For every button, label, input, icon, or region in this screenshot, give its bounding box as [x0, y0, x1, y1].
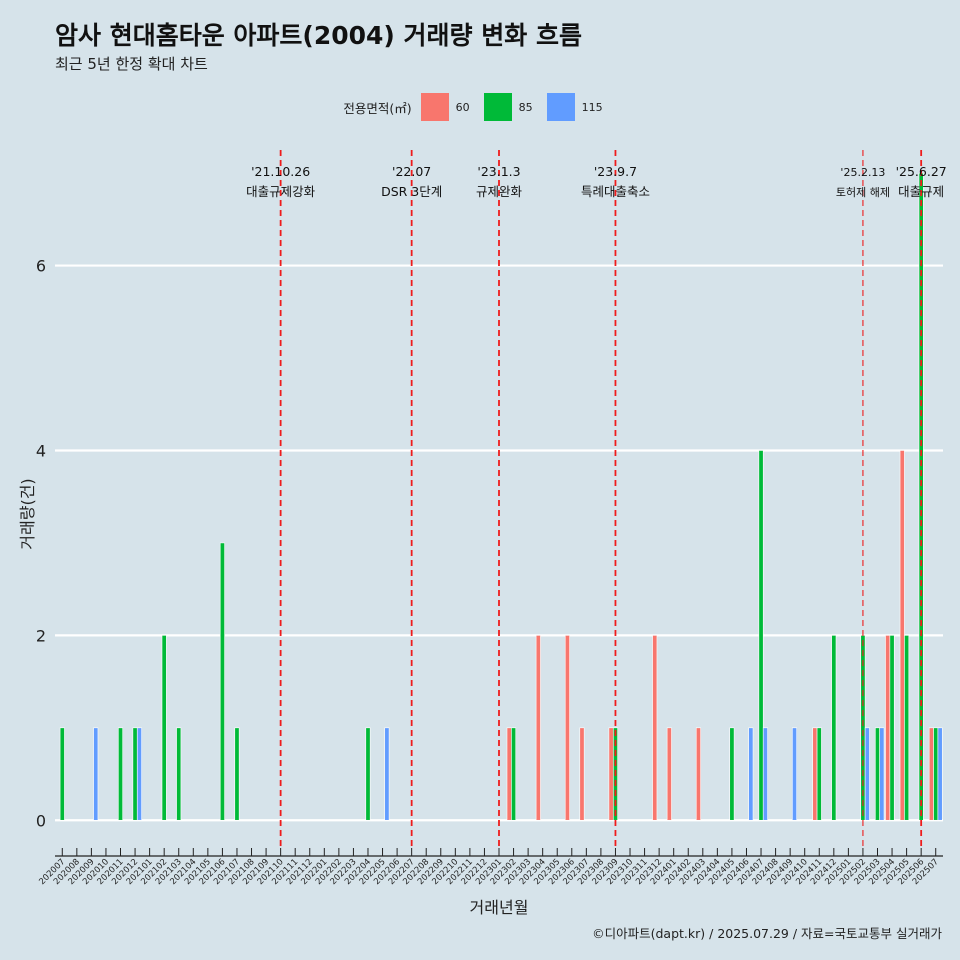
legend-item-115: 115 — [546, 93, 611, 121]
bar-85-202103 — [176, 727, 182, 821]
bar-60-202312 — [652, 635, 658, 821]
bar-85-202507 — [933, 727, 939, 821]
event-label-1: DSR 3단계 — [381, 184, 442, 199]
event-date-3: '23.9.7 — [594, 164, 637, 179]
bar-115-202409 — [792, 727, 797, 821]
bar-60-202401 — [666, 727, 672, 821]
event-label-3: 특례대출축소 — [581, 184, 650, 199]
bar-85-202012 — [132, 727, 138, 821]
bar-85-202411 — [816, 727, 822, 821]
legend-item-60: 60 — [420, 93, 478, 121]
x-axis-label: 거래년월 — [470, 898, 529, 917]
event-label-5: 대출규제 — [898, 184, 944, 199]
legend-key-115 — [546, 93, 575, 121]
bar-60-202403 — [695, 727, 701, 821]
bar-60-202304 — [535, 635, 541, 821]
legend-item-85: 85 — [483, 93, 541, 121]
bar-85-202204 — [365, 727, 371, 821]
legend: 전용면적(㎡) 60 85 115 — [0, 93, 960, 121]
bar-60-202302 — [506, 727, 512, 821]
event-label-2: 규제완화 — [476, 184, 523, 199]
source-caption: ©디아파트(dapt.kr) / 2025.07.29 / 자료=국토교통부 실… — [592, 926, 942, 941]
bar-60-202309 — [608, 727, 614, 821]
bar-85-202505 — [904, 635, 910, 821]
event-date-0: '21.10.26 — [251, 164, 310, 179]
bar-60-202505 — [899, 450, 905, 821]
event-label-4: 토허제 해제 — [836, 185, 890, 199]
bar-115-202503 — [879, 727, 885, 821]
bar-85-202504 — [889, 635, 895, 821]
bar-115-202502 — [864, 727, 870, 821]
bar-85-202011 — [118, 727, 123, 821]
event-label-0: 대출규제강화 — [246, 184, 316, 199]
y-tick-label-0: 0 — [36, 811, 46, 830]
bar-60-202504 — [885, 635, 891, 821]
event-date-4: '25.2.13 — [840, 166, 885, 179]
legend-title: 전용면적(㎡) — [343, 100, 412, 116]
bar-60-202307 — [579, 727, 585, 821]
bar-85-202007 — [59, 727, 65, 821]
bar-85-202412 — [831, 635, 837, 821]
legend-key-60 — [420, 93, 449, 121]
legend-label-85: 85 — [518, 100, 533, 114]
chart-subtitle: 최근 5년 한정 확대 차트 — [55, 55, 208, 73]
legend-label-115: 115 — [581, 100, 603, 114]
legend-label-60: 60 — [455, 100, 470, 114]
bar-85-202106 — [219, 542, 225, 821]
y-tick-label-6: 6 — [36, 257, 46, 276]
bar-115-202507 — [937, 727, 943, 821]
event-date-2: '23.1.3 — [477, 164, 520, 179]
y-tick-label-4: 4 — [36, 441, 46, 460]
bar-115-202012 — [136, 727, 142, 821]
bar-115-202407 — [762, 727, 768, 821]
bar-85-202405 — [729, 727, 735, 821]
bar-85-202503 — [875, 727, 880, 821]
y-axis-label: 거래량(건) — [18, 478, 37, 549]
chart-title: 암사 현대홈타운 아파트(2004) 거래량 변화 흐름 — [55, 21, 582, 50]
bar-85-202107 — [234, 727, 240, 821]
bar-115-202406 — [748, 727, 754, 821]
bar-60-202507 — [928, 727, 934, 821]
event-date-1: '22.07 — [392, 164, 431, 179]
bar-60-202306 — [564, 635, 570, 821]
event-date-5: '25.6.27 — [896, 164, 947, 179]
legend-key-85 — [483, 93, 512, 121]
bar-85-202302 — [511, 727, 517, 821]
bar-85-202407 — [758, 450, 764, 821]
y-tick-label-2: 2 — [36, 626, 46, 645]
bar-60-202411 — [812, 727, 818, 821]
bar-115-202009 — [93, 727, 99, 821]
bar-115-202205 — [384, 727, 390, 821]
bar-85-202102 — [161, 635, 167, 821]
